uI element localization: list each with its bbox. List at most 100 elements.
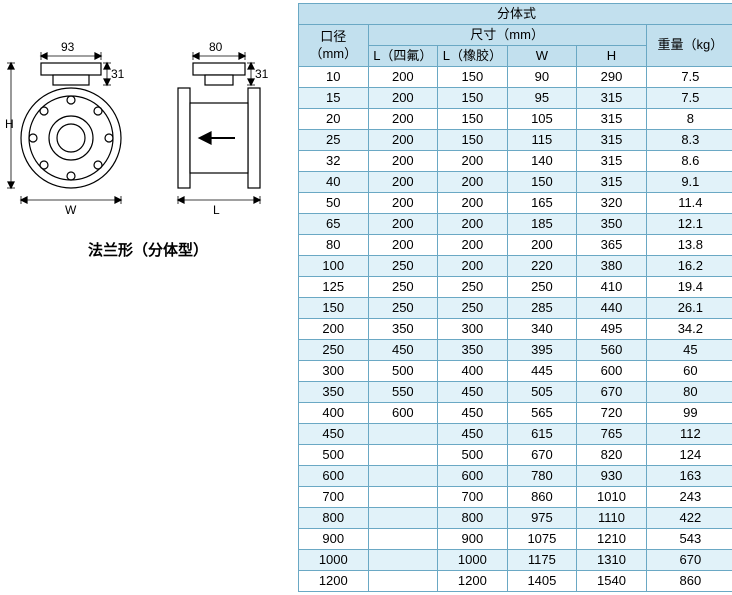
head-weight: 重量（kg）: [646, 25, 732, 67]
cell-h: 320: [577, 193, 647, 214]
cell-d: 800: [299, 508, 369, 529]
cell-l1: [368, 508, 438, 529]
cell-h: 1540: [577, 571, 647, 592]
table-row: 90090010751210543: [299, 529, 732, 550]
cell-d: 15: [299, 88, 369, 109]
cell-d: 350: [299, 382, 369, 403]
cell-l2: 200: [438, 172, 508, 193]
cell-l1: 200: [368, 130, 438, 151]
cell-wt: 26.1: [646, 298, 732, 319]
cell-l2: 350: [438, 340, 508, 361]
cell-h: 440: [577, 298, 647, 319]
cell-l2: 600: [438, 466, 508, 487]
cell-wt: 243: [646, 487, 732, 508]
cell-wt: 99: [646, 403, 732, 424]
cell-h: 720: [577, 403, 647, 424]
cell-h: 1110: [577, 508, 647, 529]
cell-h: 315: [577, 130, 647, 151]
table-row: 7007008601010243: [299, 487, 732, 508]
cell-l1: [368, 529, 438, 550]
dim-w: W: [65, 203, 77, 217]
cell-wt: 7.5: [646, 67, 732, 88]
cell-d: 150: [299, 298, 369, 319]
head-h: H: [577, 46, 647, 67]
dim-h: H: [5, 117, 14, 131]
cell-d: 80: [299, 235, 369, 256]
cell-l2: 150: [438, 67, 508, 88]
diagram-panel: 93 31 H W 80 31 L 法兰形（分体型）: [3, 3, 293, 592]
cell-h: 1310: [577, 550, 647, 571]
cell-l2: 450: [438, 403, 508, 424]
cell-wt: 163: [646, 466, 732, 487]
cell-l2: 250: [438, 298, 508, 319]
cell-h: 820: [577, 445, 647, 466]
table-body: 10200150902907.515200150953157.520200150…: [299, 67, 732, 592]
table-row: 25045035039556045: [299, 340, 732, 361]
dim-l: L: [213, 203, 220, 217]
cell-wt: 7.5: [646, 88, 732, 109]
cell-l1: 350: [368, 319, 438, 340]
cell-l1: 200: [368, 109, 438, 130]
dim-93: 93: [61, 40, 75, 54]
cell-d: 900: [299, 529, 369, 550]
cell-l2: 450: [438, 382, 508, 403]
cell-wt: 34.2: [646, 319, 732, 340]
cell-wt: 860: [646, 571, 732, 592]
cell-l1: [368, 466, 438, 487]
cell-l2: 200: [438, 214, 508, 235]
cell-l1: [368, 571, 438, 592]
cell-w: 615: [507, 424, 577, 445]
cell-d: 200: [299, 319, 369, 340]
cell-w: 445: [507, 361, 577, 382]
head-l1: L（四氟）: [368, 46, 438, 67]
cell-l2: 250: [438, 277, 508, 298]
cell-l2: 300: [438, 319, 508, 340]
cell-d: 50: [299, 193, 369, 214]
cell-wt: 60: [646, 361, 732, 382]
head-diameter: 口径（mm）: [299, 25, 369, 67]
cell-w: 505: [507, 382, 577, 403]
cell-d: 400: [299, 403, 369, 424]
cell-l2: 200: [438, 235, 508, 256]
cell-w: 150: [507, 172, 577, 193]
cell-wt: 19.4: [646, 277, 732, 298]
cell-w: 185: [507, 214, 577, 235]
cell-l2: 1200: [438, 571, 508, 592]
table-row: 1200120014051540860: [299, 571, 732, 592]
table-row: 402002001503159.1: [299, 172, 732, 193]
cell-h: 765: [577, 424, 647, 445]
cell-d: 500: [299, 445, 369, 466]
table-title: 分体式: [299, 4, 732, 25]
cell-w: 140: [507, 151, 577, 172]
cell-h: 350: [577, 214, 647, 235]
cell-h: 1210: [577, 529, 647, 550]
cell-d: 40: [299, 172, 369, 193]
table-row: 35055045050567080: [299, 382, 732, 403]
cell-wt: 124: [646, 445, 732, 466]
cell-wt: 112: [646, 424, 732, 445]
cell-l2: 150: [438, 109, 508, 130]
cell-h: 290: [577, 67, 647, 88]
diagram-caption: 法兰形（分体型）: [3, 239, 293, 260]
cell-w: 115: [507, 130, 577, 151]
table-row: 10025020022038016.2: [299, 256, 732, 277]
cell-wt: 8: [646, 109, 732, 130]
cell-wt: 16.2: [646, 256, 732, 277]
table-row: 15200150953157.5: [299, 88, 732, 109]
cell-l2: 500: [438, 445, 508, 466]
cell-wt: 80: [646, 382, 732, 403]
cell-wt: 670: [646, 550, 732, 571]
cell-l1: 450: [368, 340, 438, 361]
cell-l1: 200: [368, 193, 438, 214]
cell-wt: 8.6: [646, 151, 732, 172]
cell-l1: [368, 445, 438, 466]
cell-l1: 250: [368, 298, 438, 319]
cell-w: 220: [507, 256, 577, 277]
table-row: 8020020020036513.8: [299, 235, 732, 256]
cell-w: 780: [507, 466, 577, 487]
cell-w: 165: [507, 193, 577, 214]
cell-w: 95: [507, 88, 577, 109]
dim-31a: 31: [111, 67, 125, 81]
cell-h: 600: [577, 361, 647, 382]
head-w: W: [507, 46, 577, 67]
